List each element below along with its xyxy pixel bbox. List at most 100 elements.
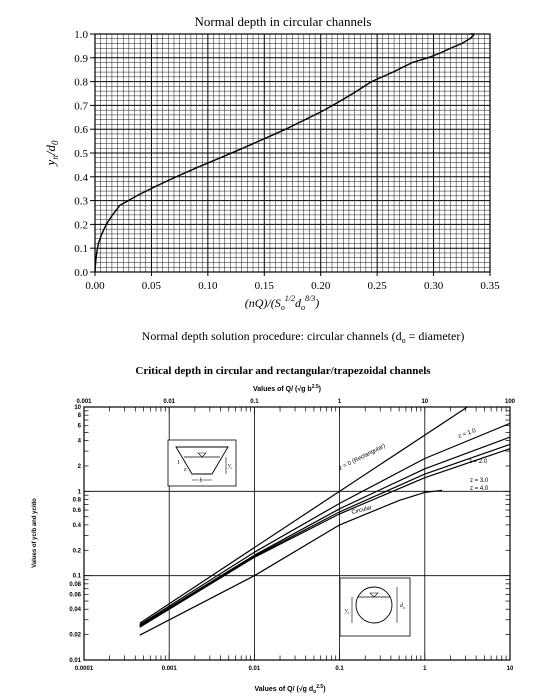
chart2-top-tick-label: 10 (421, 399, 428, 405)
chart2-top-tick-label: 0.1 (250, 399, 259, 405)
chart1-x-tick-label: 0.10 (198, 280, 218, 292)
depth-label-y: y (227, 463, 231, 469)
chart1-series (94, 33, 475, 273)
chart1-ylabel-a: y (43, 159, 58, 167)
chart1-caption-a: Normal depth solution procedure: circula… (142, 329, 402, 343)
chart2-left-tick-label: 4 (78, 439, 82, 445)
chart1-y-tick-label: 1.0 (74, 29, 88, 41)
chart1-y-tick-label: 0.7 (74, 100, 88, 112)
chart1-xlabel-c: d (295, 296, 302, 310)
width-label-b: b (200, 478, 203, 484)
chart2-top-tick-label: 0.01 (163, 399, 175, 405)
chart2-left-tick-label: 0.04 (69, 607, 81, 613)
label-circular: Circular (351, 505, 373, 516)
chart1-xlabel-sup1: 1/2 (285, 294, 295, 303)
chart1-caption-b: = diameter) (406, 329, 465, 343)
chart2-left-tick-label: 0.6 (73, 508, 82, 514)
chart2-bottom-tick-label: 1 (423, 666, 427, 672)
pipe-depth-label-y: y (344, 608, 348, 614)
circle-inset-box (339, 577, 411, 637)
label-z3: z = 3.0 (470, 478, 489, 484)
chart2-left-tick-label: 0.02 (69, 633, 81, 639)
chart2-bottom-tick-label: 0.0001 (75, 666, 94, 672)
trapezoid-channel-diagram: b z 1 yc (167, 439, 237, 487)
critical-depth-chart: Critical depth in circular and rectangul… (32, 365, 516, 695)
chart2-curve-z-1-0 (139, 422, 511, 626)
chart1-y-tick-label: 0.9 (74, 53, 88, 65)
chart2-top-label-e: ) (319, 386, 321, 393)
chart1-y-axis-label: yn/d0 (43, 140, 60, 167)
chart1-x-tick-label: 0.30 (424, 280, 444, 292)
chart2-curve-z-0-rectangular (139, 406, 468, 624)
normal-depth-chart: Normal depth in circular channels 0.0 0 0.… (43, 14, 500, 345)
chart2-left-tick-label: 0.08 (69, 582, 81, 588)
label-z2: z = 2.0 (469, 459, 488, 465)
label-z4: z = 4.0 (470, 486, 489, 492)
chart2-series (139, 406, 511, 636)
chart1-x-axis-label: (nQ)/(So1/2do8/3) (245, 294, 319, 312)
chart1-x-tick-label: 0.20 (311, 280, 331, 292)
chart2-ticks: 0.001 0.01 0.1 1 10 100 0.0001 0.001 0.01 0.1 1 10 1… (69, 399, 515, 672)
chart1-y-tick-label: 0.4 (74, 172, 88, 184)
chart1-ticks: 0.00 0.05 0.10 0.15 0.20 0.25 0.30 0.35 0.0 0.1 0.… (74, 29, 500, 292)
chart2-bottom-tick-label: 0.001 (162, 666, 178, 672)
chart2-bottom-label-sub: o (313, 689, 316, 695)
chart2-left-tick-label: 0.06 (69, 592, 81, 598)
chart1-x-tick-label: 0.15 (255, 280, 275, 292)
chart2-bottom-label-a: Values of Q/ ( (254, 686, 299, 693)
chart1-normal-depth-curve (94, 33, 475, 273)
chart2-curve-z-2-0 (139, 436, 511, 627)
water-surface-marker (197, 452, 207, 458)
chart2-y-axis-label: Values of yc/b and yc/do (32, 498, 38, 568)
chart1-x-tick-label: 0.25 (368, 280, 388, 292)
chart1-ylabel-b: /d (43, 145, 58, 157)
chart2-top-tick-label: 1 (338, 399, 342, 405)
chart2-bottom-label-c: d (307, 686, 313, 693)
depth-label-yc: yc (227, 463, 233, 470)
chart1-ylabel-sub1: n (50, 155, 60, 160)
chart1-x-tick-label: 0.35 (480, 280, 500, 292)
trapezoid-inset-box (167, 439, 237, 487)
chart1-plot-frame (94, 33, 491, 273)
chart2-top-tick-label: 100 (505, 399, 516, 405)
chart1-caption-sub: o (402, 336, 406, 345)
chart2-curve-z-3-0 (139, 443, 511, 627)
chart2-grid (84, 407, 510, 660)
chart2-left-tick-label: 0.4 (73, 523, 82, 529)
chart2-curve-circular (139, 489, 443, 636)
chart2-bottom-label-b: √g (299, 685, 307, 693)
chart2-left-tick-label: 0.01 (69, 658, 81, 664)
chart2-title: Critical depth in circular and rectangul… (135, 365, 431, 377)
chart2-bottom-axis-label: Values of Q/ (√g do2.5) (254, 684, 325, 695)
chart2-left-tick-label: 0.2 (73, 548, 82, 554)
chart1-xlabel-a: (nQ)/(S (245, 296, 281, 310)
chart2-left-tick-label: 2 (78, 464, 82, 470)
chart2-bottom-tick-label: 0.1 (335, 666, 344, 672)
chart2-left-tick-label: 10 (74, 405, 81, 411)
pipe-diameter-label: do (400, 603, 405, 610)
chart1-y-tick-label: 0.3 (74, 196, 88, 208)
chart1-y-tick-label: 0.5 (74, 148, 88, 160)
chart1-title: Normal depth in circular channels (195, 14, 372, 29)
slope-label-z: z (183, 467, 187, 473)
pipe-diameter-label-o: o (403, 605, 405, 610)
chart2-left-tick-label: 1 (78, 489, 82, 495)
chart1-grid (94, 33, 491, 273)
chart1-y-tick-label: 0.8 (74, 77, 88, 89)
chart2-left-tick-label: 0.1 (73, 574, 82, 580)
chart2-plot-frame (83, 406, 511, 661)
chart1-xlabel-sub1: o (281, 303, 285, 312)
chart1-x-tick-label: 0.05 (142, 280, 162, 292)
chart2-top-label-d: 2.5 (312, 384, 319, 390)
pipe-diameter-label-d: d (400, 603, 404, 609)
chart1-ylabel-sub2: 0 (50, 140, 60, 145)
chart1-y-tick-label: 0.6 (74, 124, 88, 136)
chart2-top-label-b: √g (297, 385, 305, 393)
chart1-y-tick-label: 0.1 (74, 243, 88, 255)
slope-label-1: 1 (177, 460, 180, 466)
chart2-top-label-a: Values of Q/ ( (253, 386, 298, 393)
pipe-depth-label-c: c (348, 610, 350, 615)
chart2-curve-z-4-0 (139, 448, 511, 628)
chart1-y-tick-label: 0.0 (74, 267, 88, 279)
